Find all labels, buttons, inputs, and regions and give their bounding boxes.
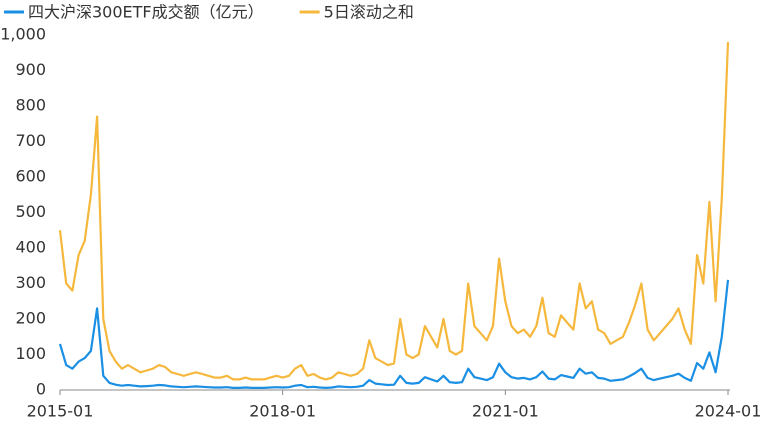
y-tick-label: 600 — [15, 167, 46, 186]
y-tick-label: 500 — [15, 202, 46, 221]
y-tick-label: 200 — [15, 309, 46, 328]
y-tick-label: 800 — [15, 96, 46, 115]
y-tick-label: 0 — [36, 380, 46, 399]
legend-label: 四大沪深300ETF成交额（亿元） — [28, 3, 264, 22]
legend-label: 5日滚动之和 — [324, 3, 414, 22]
y-tick-label: 900 — [15, 60, 46, 79]
series-line — [58, 279, 730, 389]
y-tick-label: 100 — [15, 344, 46, 363]
x-tick-label: 2021-01 — [472, 402, 539, 421]
y-tick-label: 300 — [15, 273, 46, 292]
series-line — [58, 42, 730, 381]
y-tick-label: 400 — [15, 238, 46, 257]
y-tick-label: 700 — [15, 131, 46, 150]
x-tick-label: 2024-01 — [695, 402, 762, 421]
x-tick-label: 2015-01 — [27, 402, 94, 421]
x-tick-label: 2018-01 — [249, 402, 316, 421]
y-tick-label: 1,000 — [0, 25, 46, 44]
